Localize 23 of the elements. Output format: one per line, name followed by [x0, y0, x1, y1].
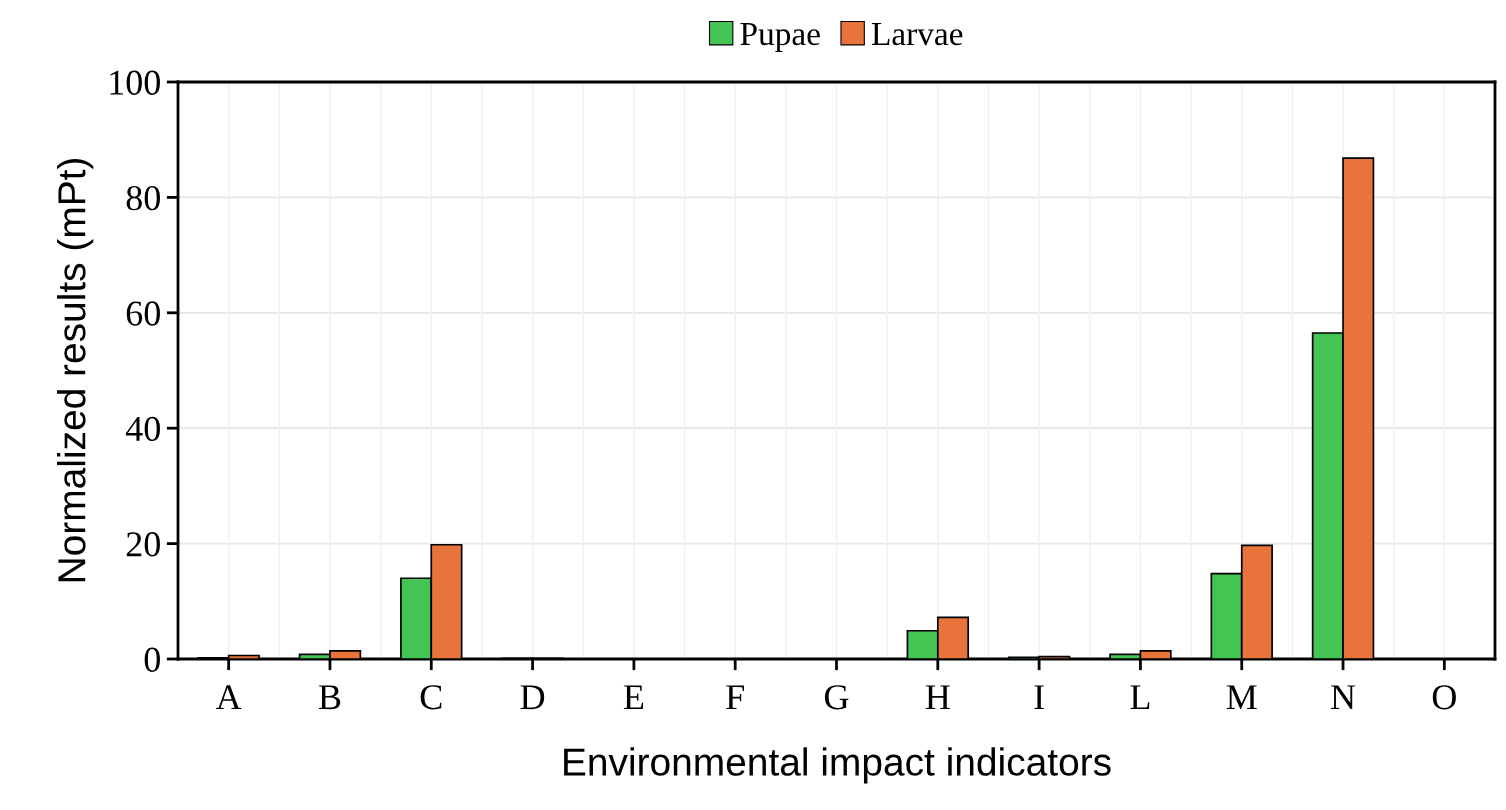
y-tick-label: 0	[144, 647, 160, 672]
x-tick-label: C	[420, 685, 442, 710]
legend-label: Pupae	[740, 23, 820, 52]
y-tick-label: 100	[110, 70, 160, 95]
y-tick-label: 60	[126, 301, 160, 326]
y-axis-title: Normalized results (mPt)	[57, 158, 94, 582]
x-tick-label: A	[215, 685, 242, 710]
x-tick-label: G	[824, 685, 849, 710]
x-axis-title: Environmental impact indicators	[564, 747, 1111, 784]
x-tick-label: I	[1034, 685, 1044, 710]
x-tick-label: B	[318, 685, 341, 710]
y-tick-label: 40	[125, 416, 160, 442]
x-tick-label: N	[1331, 685, 1356, 710]
x-tick-label: E	[623, 685, 644, 710]
x-tick-label: M	[1226, 685, 1257, 710]
y-tick-label: 80	[126, 185, 160, 211]
x-tick-label: O	[1432, 685, 1456, 710]
y-tick-label: 20	[126, 532, 160, 557]
x-tick-label: D	[520, 685, 545, 710]
legend-label: Larvae	[871, 23, 963, 46]
x-tick-label: L	[1130, 685, 1150, 710]
x-tick-label: H	[925, 685, 950, 710]
x-tick-label: F	[726, 685, 744, 710]
